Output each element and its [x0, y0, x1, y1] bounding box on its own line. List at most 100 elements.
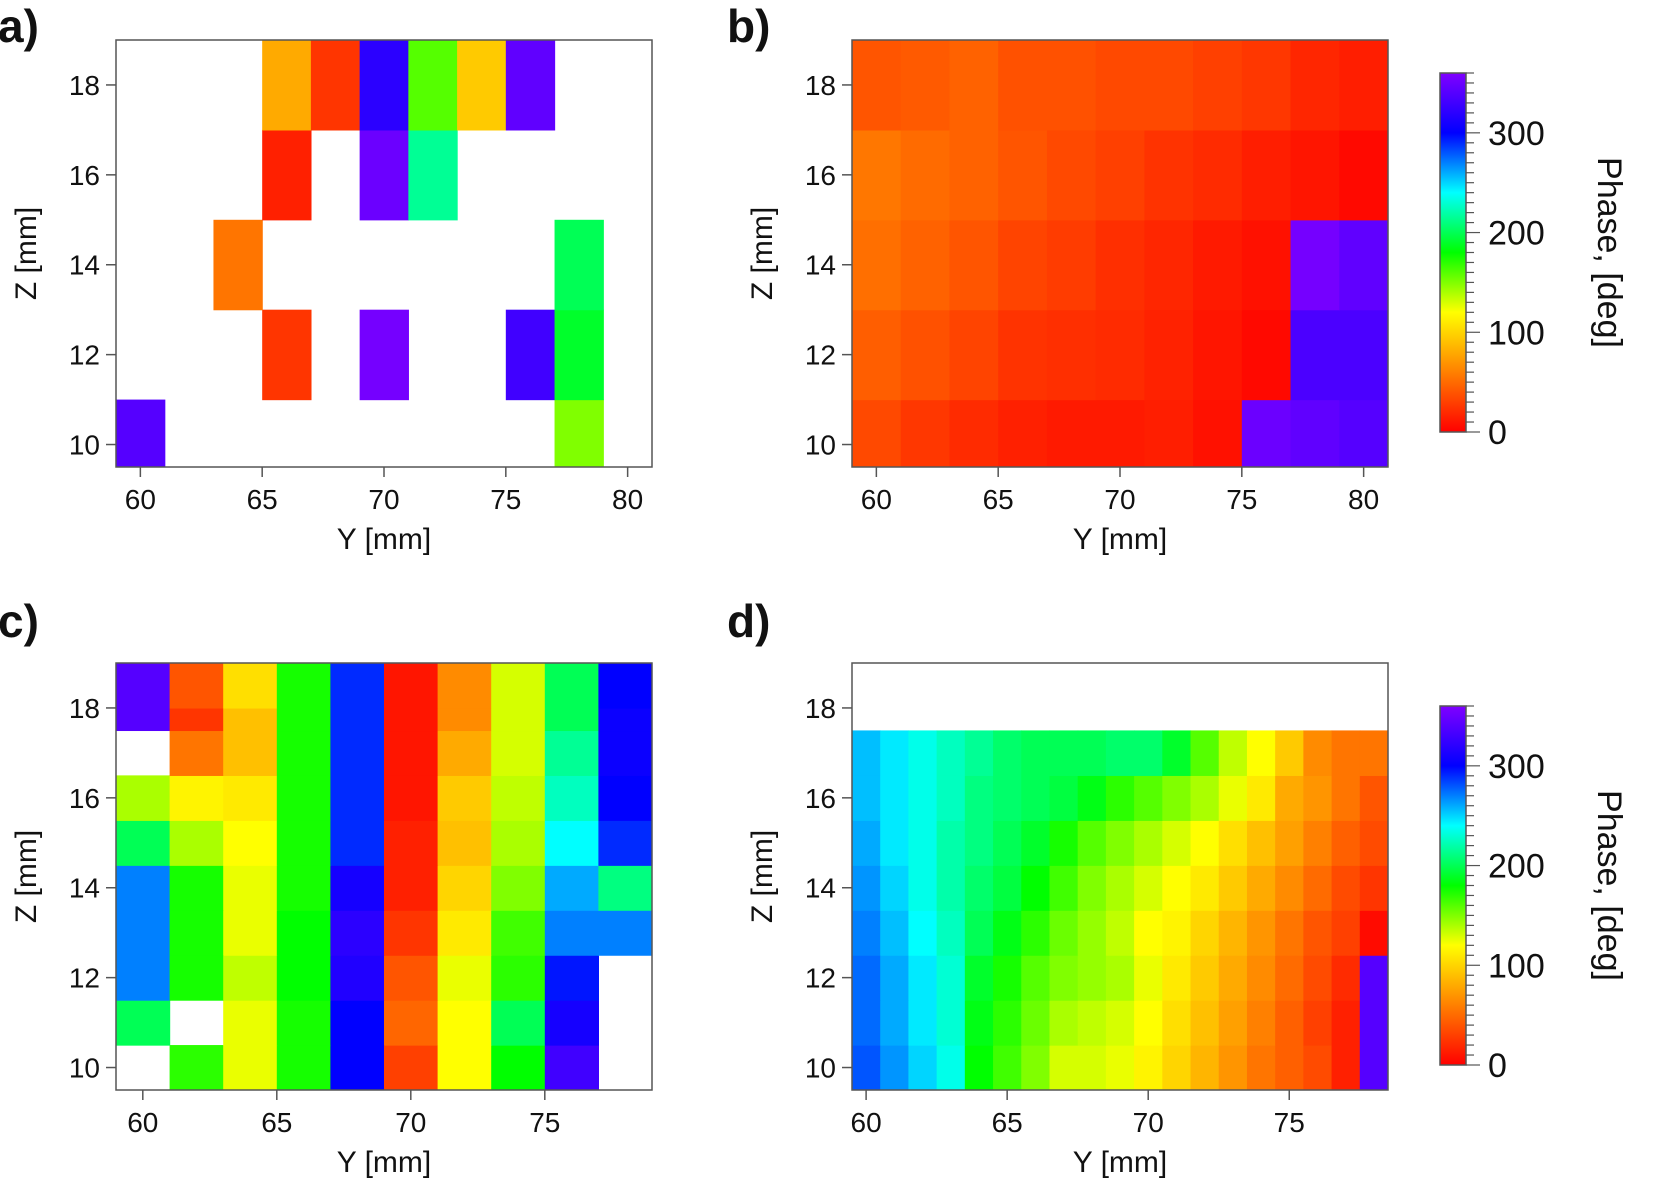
heatmap-cell: [1077, 910, 1107, 956]
heatmap-cell: [1241, 129, 1292, 221]
heatmap-cell: [116, 820, 171, 866]
heatmap-cells-a: [116, 40, 604, 467]
heatmap-cell: [1105, 730, 1135, 776]
heatmap-cell: [852, 309, 902, 401]
heatmap-cell: [964, 820, 994, 866]
heatmap-cell: [1095, 40, 1145, 131]
heatmap-cell: [1275, 1045, 1304, 1090]
heatmap-cell: [908, 955, 938, 1001]
colorbar-label: Phase, [deg]: [1590, 157, 1628, 348]
heatmap-cell: [993, 910, 1022, 956]
heatmap-cell: [598, 820, 652, 866]
heatmap-cell: [116, 865, 171, 911]
heatmap-cell: [169, 865, 224, 911]
heatmap-cell: [384, 955, 439, 1001]
panel-label-d: d): [727, 595, 770, 647]
y-tick-label: 16: [69, 160, 100, 191]
heatmap-cell: [1134, 955, 1163, 1001]
y-tick-label: 10: [805, 430, 836, 461]
heatmap-cell: [262, 309, 312, 401]
heatmap-cell: [1021, 1000, 1051, 1046]
y-tick-label: 14: [805, 250, 836, 281]
heatmap-cell: [1021, 775, 1051, 821]
colorbar-top: 0 100 200 300 Phase, [deg]: [1439, 72, 1628, 452]
heatmap-cell: [964, 1045, 994, 1090]
heatmap-cell: [1359, 775, 1388, 821]
heatmap-cell: [1246, 775, 1276, 821]
heatmap-cell: [116, 910, 171, 956]
heatmap-cell: [408, 40, 458, 131]
y-tick-label: 10: [69, 1053, 100, 1084]
y-axis-label-d: Z [mm]: [746, 830, 779, 923]
heatmap-cell: [908, 910, 938, 956]
heatmap-cell: [1077, 955, 1107, 1001]
heatmap-cell: [1246, 910, 1276, 956]
heatmap-cell: [908, 730, 938, 776]
heatmap-cell: [169, 775, 224, 821]
heatmap-cell: [1303, 910, 1333, 956]
y-axis-label-a: Z [mm]: [10, 207, 43, 300]
heatmap-cell: [880, 1000, 910, 1046]
colorbar-tick-label: 300: [1488, 748, 1545, 786]
heatmap-cell: [437, 910, 492, 956]
heatmap-cell: [1275, 865, 1304, 911]
heatmap-cell: [505, 309, 556, 401]
heatmap-cell: [276, 820, 331, 866]
panel-d: d) 60 65 70 75 10 12 14 16 18 Y [mm] Z [mm]: [727, 595, 1389, 1178]
heatmap-cell: [437, 820, 492, 866]
heatmap-cell: [1359, 1000, 1388, 1046]
x-tick-label: 70: [395, 1107, 426, 1138]
heatmap-cell: [1190, 865, 1220, 911]
heatmap-cell: [1359, 1045, 1388, 1090]
heatmap-cell: [908, 1045, 938, 1090]
x-tick-label: 65: [992, 1107, 1023, 1138]
heatmap-cell: [852, 955, 881, 1001]
heatmap-cells-c: [116, 663, 652, 1090]
heatmap-cell: [1246, 820, 1276, 866]
heatmap-cell: [491, 1000, 546, 1046]
heatmap-cell: [1049, 730, 1079, 776]
heatmap-cell: [384, 775, 439, 821]
heatmap-cell: [936, 910, 966, 956]
heatmap-cells-b: [852, 40, 1388, 467]
colorbar-tick-label: 0: [1488, 414, 1507, 452]
heatmap-cell: [1021, 1045, 1051, 1090]
heatmap-cell: [598, 865, 652, 911]
heatmap-cell: [900, 399, 951, 467]
x-axis-label-a: Y [mm]: [337, 523, 431, 556]
heatmap-cell: [1290, 309, 1340, 401]
heatmap-cell: [223, 865, 278, 911]
heatmap-cell: [1162, 820, 1192, 866]
heatmap-cell: [223, 1045, 278, 1090]
heatmap-cell: [1290, 399, 1340, 467]
heatmap-cell: [936, 865, 966, 911]
heatmap-cell: [1105, 775, 1135, 821]
heatmap-cell: [544, 865, 599, 911]
heatmap-cell: [1162, 910, 1192, 956]
heatmap-cell: [1134, 775, 1163, 821]
heatmap-cell: [276, 955, 331, 1001]
heatmap-cell: [1331, 955, 1361, 1001]
x-tick-label: 65: [247, 484, 278, 515]
heatmap-cell: [223, 775, 278, 821]
heatmap-cell: [1303, 730, 1333, 776]
colorbar-tick-label: 200: [1488, 848, 1545, 886]
y-tick-label: 14: [805, 873, 836, 904]
heatmap-cell: [169, 730, 224, 776]
heatmap-cell: [1190, 1000, 1220, 1046]
x-tick-label: 65: [983, 484, 1014, 515]
heatmap-cell: [1162, 730, 1192, 776]
heatmap-cell: [998, 129, 1048, 221]
heatmap-cell: [1049, 775, 1079, 821]
heatmap-cell: [1046, 309, 1097, 401]
heatmap-cell: [276, 910, 331, 956]
heatmap-cell: [437, 865, 492, 911]
colorbar-tick-label: 0: [1488, 1047, 1507, 1085]
heatmap-cell: [900, 219, 951, 311]
x-axis-label-b: Y [mm]: [1073, 523, 1167, 556]
heatmap-cell: [1359, 865, 1388, 911]
heatmap-cell: [908, 865, 938, 911]
heatmap-cell: [1190, 730, 1220, 776]
colorbar-tick-label: 100: [1488, 314, 1545, 352]
